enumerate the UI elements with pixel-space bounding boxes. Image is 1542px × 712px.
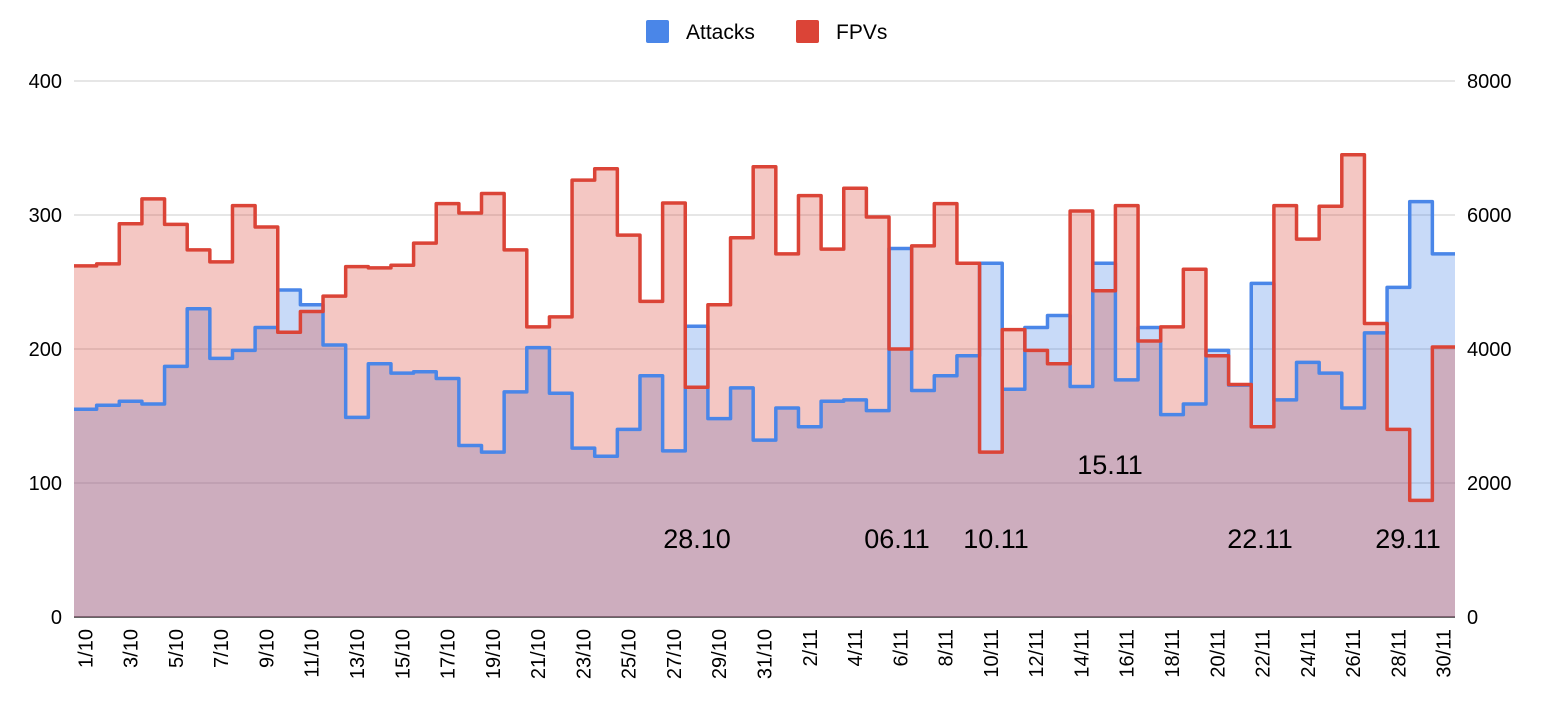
x-tick-label: 16/11	[1117, 629, 1139, 678]
x-tick-label: 17/10	[438, 629, 460, 679]
x-tick-label: 31/10	[755, 629, 777, 679]
right-tick-label: 2000	[1467, 473, 1512, 495]
attacks-line	[74, 199, 1455, 458]
x-tick-label: 10/11	[981, 629, 1003, 678]
x-tick-label: 28/11	[1388, 629, 1410, 678]
x-tick-label: 11/10	[302, 629, 324, 678]
x-tick-label: 1/10	[75, 629, 97, 668]
series-lines	[74, 152, 1455, 503]
series-areas	[74, 154, 1455, 617]
left-tick-label: 300	[29, 205, 62, 227]
x-tick-label: 2/11	[800, 629, 822, 666]
x-tick-label: 12/11	[1026, 629, 1048, 678]
left-tick-label: 0	[51, 607, 62, 629]
attacks-legend-swatch	[646, 20, 669, 43]
x-tick-label: 7/10	[211, 629, 233, 668]
legend: Attacks FPVs	[646, 20, 887, 44]
x-tick-label: 18/11	[1162, 629, 1184, 678]
annotation-label: 06.11	[864, 524, 930, 554]
left-tick-label: 100	[29, 473, 62, 495]
left-axis: 0 100 200 300 400	[29, 71, 62, 629]
annotation-label: 29.11	[1375, 524, 1441, 554]
right-tick-label: 8000	[1467, 71, 1512, 93]
right-axis: 0 2000 4000 6000 8000	[1467, 71, 1512, 629]
x-tick-label: 3/10	[121, 629, 143, 668]
fpvs-line	[74, 152, 1455, 503]
x-tick-label: 20/11	[1207, 629, 1229, 678]
x-tick-label: 23/10	[573, 629, 595, 679]
x-tick-label: 25/10	[619, 629, 641, 679]
right-tick-label: 0	[1467, 607, 1478, 629]
fpvs-area	[74, 154, 1455, 617]
annotation-label: 10.11	[963, 524, 1029, 554]
x-tick-label: 9/10	[256, 629, 278, 668]
x-tick-label: 8/11	[936, 629, 958, 666]
right-tick-label: 4000	[1467, 339, 1512, 361]
x-tick-label: 6/11	[890, 629, 912, 666]
x-tick-label: 26/11	[1343, 629, 1365, 678]
x-tick-label: 14/11	[1072, 629, 1094, 678]
annotation-label: 15.11	[1077, 450, 1143, 480]
left-tick-label: 400	[29, 71, 62, 93]
left-tick-label: 200	[29, 339, 62, 361]
annotations: 28.10 06.11 10.11 15.11 22.11 29.11	[663, 450, 1441, 554]
attacks-area	[74, 201, 1455, 617]
x-tick-label: 22/11	[1253, 629, 1275, 678]
gridlines	[74, 80, 1455, 618]
attacks-legend-label: Attacks	[686, 21, 755, 44]
x-tick-label: 5/10	[166, 629, 188, 668]
x-tick-label: 27/10	[664, 629, 686, 679]
x-tick-label: 19/10	[483, 629, 505, 679]
x-tick-label: 29/10	[709, 629, 731, 679]
fpvs-legend-label: FPVs	[836, 21, 887, 44]
right-tick-label: 6000	[1467, 205, 1512, 227]
annotation-label: 28.10	[663, 524, 731, 554]
x-tick-label: 30/11	[1434, 629, 1456, 678]
fpvs-legend-swatch	[796, 20, 819, 43]
x-axis: 1/10 3/10 5/10 7/10 9/10 11/10 13/10 15/10 17/10…	[75, 629, 1455, 679]
annotation-label: 22.11	[1227, 524, 1293, 554]
x-tick-label: 21/10	[528, 629, 550, 679]
x-tick-label: 4/11	[845, 629, 867, 666]
x-tick-label: 13/10	[347, 629, 369, 679]
x-tick-label: 24/11	[1298, 629, 1320, 678]
x-tick-label: 15/10	[392, 629, 414, 679]
